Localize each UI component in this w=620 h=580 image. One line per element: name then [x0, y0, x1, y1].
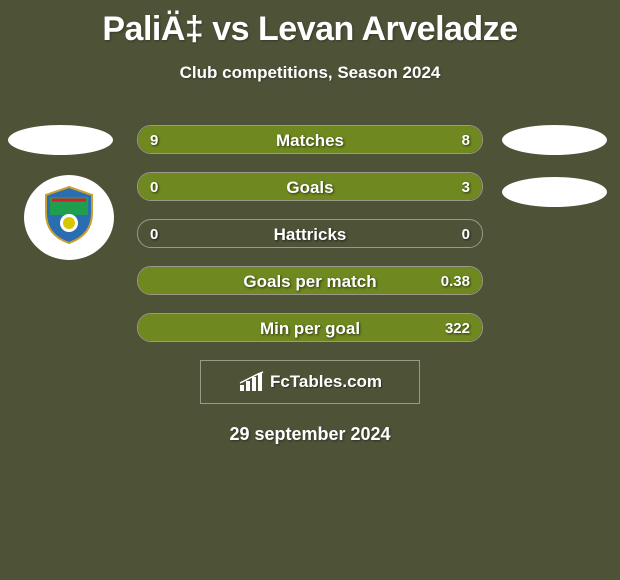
brand-text: FcTables.com — [270, 372, 382, 392]
brand-box: FcTables.com — [200, 360, 420, 404]
badge-circle — [24, 175, 114, 260]
stat-row-gpm: Goals per match 0.38 — [137, 266, 483, 295]
page-title: PaliÄ‡ vs Levan Arveladze — [0, 0, 620, 49]
stat-label: Goals — [138, 173, 482, 201]
stat-label: Min per goal — [138, 314, 482, 342]
stat-row-goals: 0 Goals 3 — [137, 172, 483, 201]
stat-rows: 9 Matches 8 0 Goals 3 0 Hattricks 0 Goal… — [137, 125, 483, 342]
stat-row-mpg: Min per goal 322 — [137, 313, 483, 342]
stat-row-matches: 9 Matches 8 — [137, 125, 483, 154]
stat-label: Goals per match — [138, 267, 482, 295]
player2-logo-2 — [502, 177, 607, 207]
player1-team-badge — [24, 175, 114, 260]
left-logo-column — [0, 125, 130, 260]
right-logo-column — [490, 125, 620, 207]
stat-val-right: 8 — [462, 126, 470, 154]
stat-val-right: 0.38 — [441, 267, 470, 295]
player2-logo-1 — [502, 125, 607, 155]
player1-logo-1 — [8, 125, 113, 155]
stat-row-hattricks: 0 Hattricks 0 — [137, 219, 483, 248]
comparison-area: 9 Matches 8 0 Goals 3 0 Hattricks 0 Goal… — [0, 125, 620, 445]
stat-label: Matches — [138, 126, 482, 154]
date-line: 29 september 2024 — [0, 424, 620, 445]
page-subtitle: Club competitions, Season 2024 — [0, 63, 620, 83]
chart-icon — [238, 371, 264, 393]
stat-label: Hattricks — [138, 220, 482, 248]
stat-val-right: 322 — [445, 314, 470, 342]
stat-val-right: 0 — [462, 220, 470, 248]
stat-val-right: 3 — [462, 173, 470, 201]
shield-icon — [42, 185, 96, 245]
